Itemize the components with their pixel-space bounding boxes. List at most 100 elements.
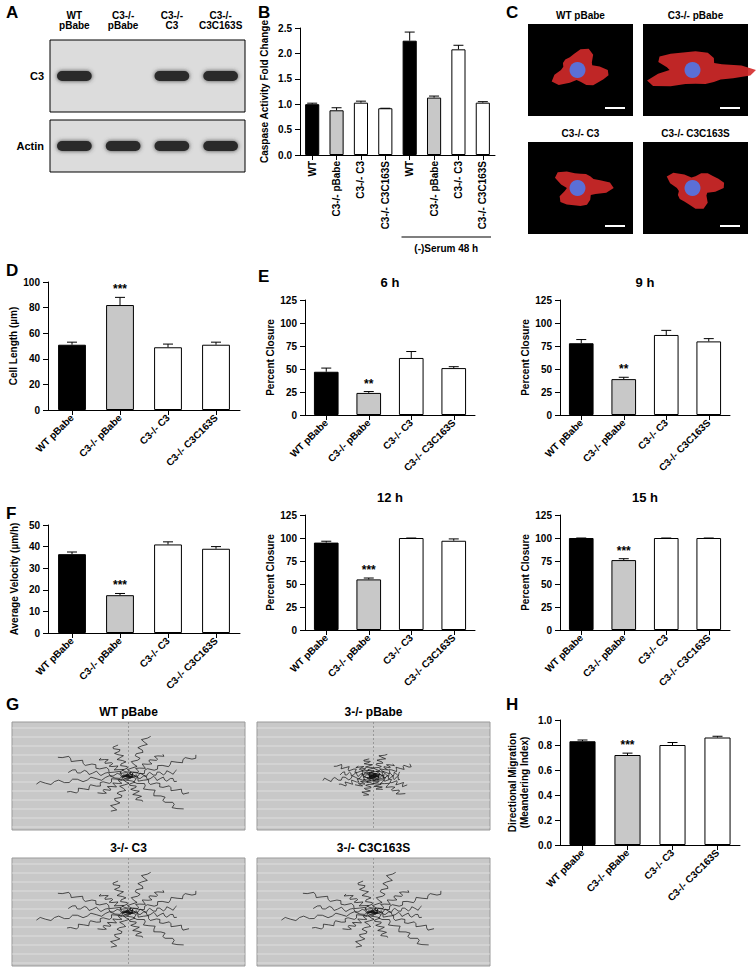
svg-text:12 h: 12 h: [377, 490, 403, 505]
svg-text:50: 50: [541, 579, 553, 590]
svg-text:30: 30: [29, 563, 41, 574]
svg-text:0.0: 0.0: [278, 150, 292, 161]
svg-text:pBabe: pBabe: [108, 20, 139, 31]
svg-text:pBabe: pBabe: [59, 20, 90, 31]
svg-text:15 h: 15 h: [632, 490, 658, 505]
svg-text:80: 80: [29, 302, 41, 313]
svg-text:0: 0: [34, 405, 40, 416]
svg-text:C3-/- pBabe: C3-/- pBabe: [584, 847, 631, 894]
svg-text:0.2: 0.2: [538, 815, 552, 826]
svg-text:3-/- pBabe: 3-/- pBabe: [344, 705, 402, 719]
svg-text:C: C: [506, 3, 518, 22]
svg-text:**: **: [619, 362, 629, 376]
svg-text:C3-/- pBabe: C3-/- pBabe: [326, 632, 373, 679]
svg-text:C3-/- C3C163S: C3-/- C3C163S: [661, 128, 730, 139]
svg-text:C3-/- C3C163S: C3-/- C3C163S: [657, 417, 713, 473]
svg-text:125: 125: [280, 510, 297, 521]
svg-text:**: **: [364, 377, 374, 391]
svg-text:3-/- C3C163S: 3-/- C3C163S: [337, 841, 410, 855]
svg-text:C3-/- pBabe: C3-/- pBabe: [668, 10, 724, 21]
svg-text:WT pBabe: WT pBabe: [99, 705, 158, 719]
svg-text:C3-/- C3: C3-/- C3: [381, 417, 416, 452]
svg-text:F: F: [6, 504, 16, 523]
svg-text:0.6: 0.6: [538, 765, 552, 776]
svg-text:Average Velocity (µm/h): Average Velocity (µm/h): [9, 523, 20, 636]
svg-text:C3-/- pBabe: C3-/- pBabe: [326, 417, 373, 464]
svg-text:WT: WT: [404, 161, 415, 177]
svg-text:C3-/- C3: C3-/- C3: [453, 161, 464, 199]
svg-text:50: 50: [29, 520, 41, 531]
svg-text:(Meandering Index): (Meandering Index): [519, 737, 530, 829]
svg-text:0: 0: [546, 410, 552, 421]
svg-text:C3-/- C3C163S: C3-/- C3C163S: [164, 635, 220, 691]
svg-text:75: 75: [541, 341, 553, 352]
svg-text:C3-/- C3C163S: C3-/- C3C163S: [380, 161, 391, 230]
svg-text:C3-/- C3: C3-/- C3: [381, 632, 416, 667]
svg-text:20: 20: [29, 584, 41, 595]
svg-text:***: ***: [113, 282, 127, 296]
svg-text:C3-/- pBabe: C3-/- pBabe: [581, 632, 628, 679]
svg-text:9 h: 9 h: [636, 275, 655, 290]
svg-text:0.5: 0.5: [278, 124, 292, 135]
svg-text:C3-/- C3C163S: C3-/- C3C163S: [402, 632, 458, 688]
svg-text:50: 50: [541, 364, 553, 375]
svg-text:C3-/- C3: C3-/- C3: [636, 632, 671, 667]
svg-text:WT pBabe: WT pBabe: [34, 412, 77, 455]
svg-text:C3-/- C3C163S: C3-/- C3C163S: [477, 161, 488, 230]
svg-text:C3-/- C3: C3-/- C3: [642, 847, 677, 882]
svg-text:C3-/- C3C163S: C3-/- C3C163S: [402, 417, 458, 473]
svg-text:50: 50: [286, 579, 298, 590]
svg-text:C3: C3: [165, 20, 178, 31]
svg-text:0: 0: [291, 410, 297, 421]
svg-text:100: 100: [23, 277, 40, 288]
svg-text:75: 75: [286, 556, 298, 567]
svg-text:WT: WT: [307, 161, 318, 177]
svg-text:75: 75: [541, 556, 553, 567]
svg-text:C3-/- C3: C3-/- C3: [137, 412, 172, 447]
svg-text:***: ***: [617, 544, 631, 558]
svg-text:A: A: [6, 3, 18, 22]
svg-text:2.0: 2.0: [278, 48, 292, 59]
svg-text:60: 60: [29, 328, 41, 339]
svg-text:25: 25: [286, 387, 298, 398]
svg-text:125: 125: [280, 295, 297, 306]
svg-text:0: 0: [546, 625, 552, 636]
svg-text:WT pBabe: WT pBabe: [543, 417, 586, 460]
svg-text:C3-/- C3C163S: C3-/- C3C163S: [657, 632, 713, 688]
svg-text:2.5: 2.5: [278, 23, 292, 34]
svg-text:WT pBabe: WT pBabe: [288, 417, 331, 460]
svg-text:25: 25: [541, 387, 553, 398]
svg-text:10: 10: [29, 606, 41, 617]
svg-text:Caspase Activity Fold Change: Caspase Activity Fold Change: [259, 20, 270, 163]
svg-text:40: 40: [29, 353, 41, 364]
svg-text:D: D: [6, 261, 18, 280]
svg-text:100: 100: [535, 533, 552, 544]
svg-text:H: H: [506, 695, 518, 714]
svg-text:Actin: Actin: [17, 140, 45, 152]
svg-text:C3-/- C3: C3-/- C3: [562, 128, 600, 139]
svg-text:100: 100: [280, 533, 297, 544]
svg-text:C3-/- C3: C3-/- C3: [137, 635, 172, 670]
svg-text:25: 25: [286, 602, 298, 613]
svg-text:C3: C3: [30, 70, 44, 82]
svg-text:E: E: [258, 267, 269, 286]
svg-text:6 h: 6 h: [381, 275, 400, 290]
svg-text:125: 125: [535, 295, 552, 306]
svg-text:WT pBabe: WT pBabe: [288, 632, 331, 675]
svg-text:20: 20: [29, 379, 41, 390]
svg-text:***: ***: [362, 563, 376, 577]
svg-text:Percent Closure: Percent Closure: [520, 534, 531, 611]
svg-text:1.0: 1.0: [278, 99, 292, 110]
svg-text:WT pBabe: WT pBabe: [544, 847, 587, 890]
svg-text:1.0: 1.0: [538, 715, 552, 726]
svg-text:Percent Closure: Percent Closure: [520, 319, 531, 396]
svg-text:C3-/- pBabe: C3-/- pBabe: [77, 635, 124, 682]
svg-text:40: 40: [29, 541, 41, 552]
svg-text:0: 0: [291, 625, 297, 636]
svg-text:C3-/- C3C163S: C3-/- C3C163S: [164, 412, 220, 468]
svg-text:75: 75: [286, 341, 298, 352]
svg-text:C3-/- C3: C3-/- C3: [355, 161, 366, 199]
svg-text:100: 100: [280, 318, 297, 329]
svg-text:WT pBabe: WT pBabe: [34, 635, 77, 678]
svg-text:0.0: 0.0: [538, 840, 552, 851]
